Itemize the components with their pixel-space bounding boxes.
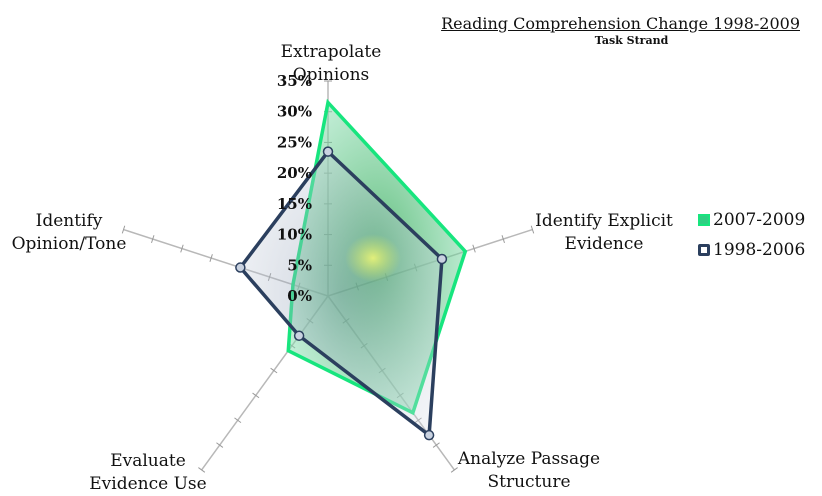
axis-label: Analyze Passage Structure — [457, 449, 600, 492]
legend-label: 1998-2006 — [713, 240, 806, 260]
series-area-1998-2006 — [238, 149, 444, 439]
legend-label: 2007-2009 — [713, 210, 806, 230]
tick-label: 30% — [277, 103, 312, 121]
legend-item: 2007-2009 — [698, 205, 805, 235]
axis-tick — [501, 235, 505, 244]
data-point — [322, 146, 334, 157]
axis-tick — [450, 467, 458, 473]
axis-tick — [432, 442, 440, 448]
tick-label: 10% — [277, 226, 312, 244]
data-point — [235, 262, 246, 273]
axis-label: Identify Explicit Evidence — [535, 211, 673, 254]
tick-label: 35% — [277, 72, 312, 90]
chart-subtitle: Task Strand — [594, 34, 669, 47]
legend: 2007-2009 1998-2006 — [698, 205, 805, 265]
axis-tick — [234, 417, 242, 423]
axis-label: Identify Opinion/Tone — [12, 211, 127, 254]
legend-swatch — [698, 214, 710, 226]
highlight-glow — [345, 234, 401, 282]
axis-tick — [198, 467, 206, 473]
data-point — [293, 330, 305, 342]
axis-label: Evaluate Evidence Use — [89, 451, 206, 494]
axis-tick — [209, 254, 213, 262]
axis-tick — [121, 225, 126, 234]
legend-swatch — [698, 244, 710, 256]
tick-label: 25% — [277, 133, 312, 151]
axis-tick — [151, 235, 155, 244]
tick-label: 5% — [287, 256, 312, 274]
tick-label: 20% — [277, 164, 312, 182]
axis-tick — [252, 392, 260, 399]
data-point — [436, 253, 448, 265]
axis-tick — [530, 225, 535, 234]
axis-tick — [472, 244, 476, 253]
legend-item: 1998-2006 — [698, 235, 805, 265]
axis-label: Extrapolate Opinions — [281, 42, 382, 85]
tick-label: 15% — [277, 195, 312, 213]
axis-tick — [180, 244, 184, 253]
chart-title: Reading Comprehension Change 1998-2009 — [441, 14, 800, 33]
data-point — [423, 429, 435, 441]
tick-label: 0% — [287, 287, 312, 305]
axis-tick — [270, 367, 278, 374]
axis-tick — [216, 442, 224, 448]
